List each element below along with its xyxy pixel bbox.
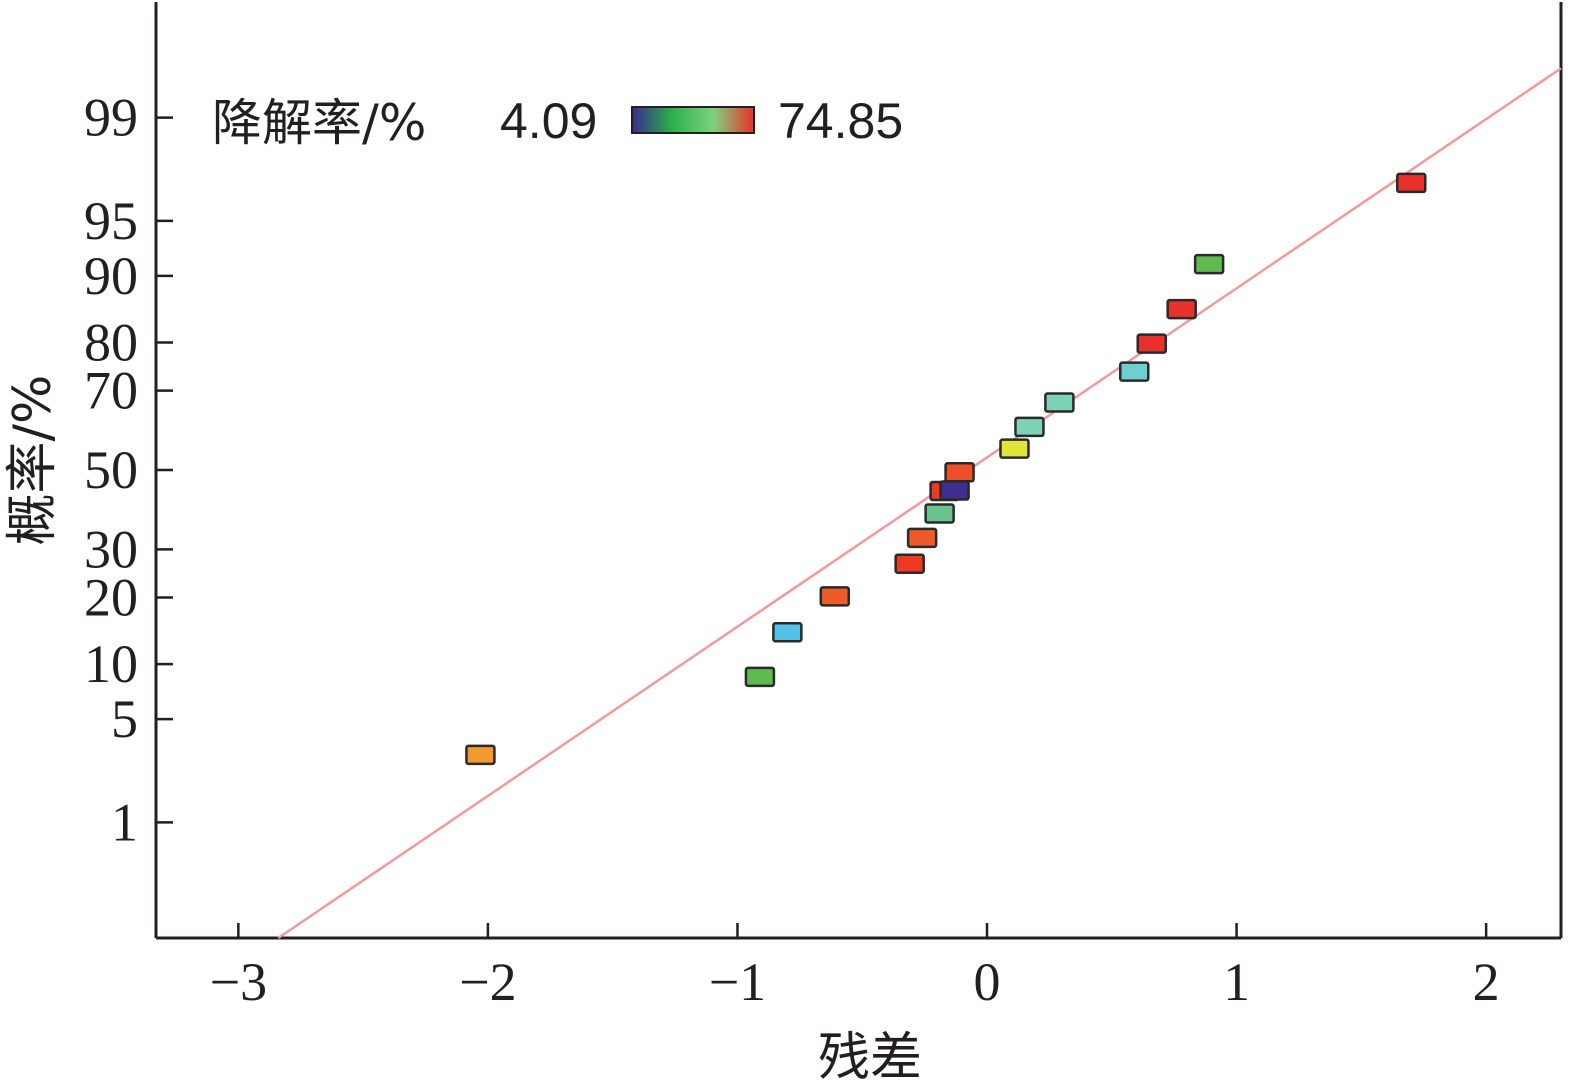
data-point — [1396, 172, 1427, 194]
x-tick-label: 1 — [1223, 952, 1250, 1012]
fit-line — [277, 67, 1562, 940]
y-axis-title: 概率/% — [3, 375, 63, 546]
data-point — [939, 480, 970, 501]
y-tick-label: 90 — [84, 246, 138, 306]
x-tick-label: −3 — [210, 952, 267, 1012]
data-point — [465, 744, 496, 766]
data-point — [1166, 298, 1197, 320]
legend-label: 降解率/% — [212, 94, 426, 152]
x-tick-label: −2 — [459, 952, 516, 1012]
data-point — [1014, 416, 1045, 438]
data-point — [1136, 333, 1167, 354]
y-tick-label: 20 — [84, 567, 138, 627]
y-tick-label: 70 — [84, 361, 138, 421]
plot-area — [156, 2, 1561, 938]
y-tick-label: 30 — [84, 519, 138, 579]
x-axis-title: 残差 — [818, 1028, 922, 1088]
data-point — [944, 462, 975, 483]
data-point — [744, 666, 776, 688]
data-point — [999, 438, 1030, 459]
data-point — [1119, 361, 1150, 382]
y-tick-label: 95 — [84, 191, 138, 251]
data-point — [1044, 392, 1075, 413]
data-point — [924, 503, 955, 524]
y-tick-label: 50 — [84, 440, 138, 500]
x-tick-label: 0 — [974, 952, 1001, 1012]
y-tick-label: 5 — [111, 689, 138, 749]
data-point — [819, 586, 851, 607]
legend: 降解率/% 4.09 74.85 — [212, 93, 903, 152]
x-tick-label: 2 — [1473, 952, 1500, 1012]
x-tick-label: −1 — [709, 952, 766, 1012]
y-tick-label: 1 — [111, 792, 138, 852]
legend-max-label: 74.85 — [778, 93, 903, 149]
y-tick-label: 10 — [84, 634, 138, 694]
y-tick-label: 80 — [84, 313, 138, 373]
legend-color-bar — [631, 106, 755, 134]
data-point — [1193, 253, 1225, 275]
data-point — [894, 553, 925, 574]
y-tick-label: 99 — [84, 88, 138, 148]
data-point — [906, 527, 938, 549]
data-point — [772, 622, 803, 643]
legend-min-label: 4.09 — [500, 93, 597, 149]
